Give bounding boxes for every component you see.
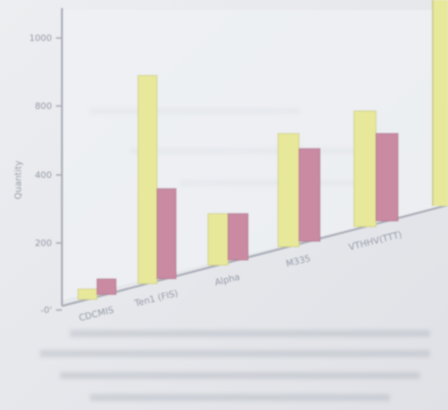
x-axis bbox=[61, 204, 448, 307]
bar bbox=[156, 188, 177, 280]
y-axis-label: Quantity bbox=[14, 160, 24, 200]
bar bbox=[96, 278, 117, 295]
bar bbox=[353, 110, 377, 228]
y-tick-label: 1000 bbox=[29, 34, 52, 44]
bar bbox=[227, 213, 249, 261]
y-tick-label: 800 bbox=[35, 102, 52, 112]
cropped-bar bbox=[432, 0, 448, 206]
y-tick-label: 200 bbox=[35, 239, 52, 249]
y-tick-label: -0' bbox=[41, 306, 52, 316]
bar bbox=[277, 133, 300, 248]
bar bbox=[137, 75, 158, 284]
y-tick-label: 400 bbox=[35, 171, 52, 181]
bar bbox=[298, 148, 321, 242]
bar bbox=[207, 213, 229, 266]
cropped-bar-edge bbox=[432, 0, 434, 206]
bar bbox=[77, 288, 98, 300]
bar bbox=[375, 133, 399, 222]
